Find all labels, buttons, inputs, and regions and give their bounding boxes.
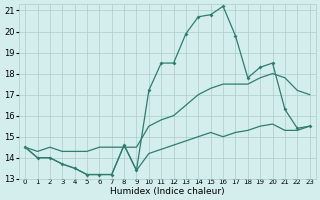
X-axis label: Humidex (Indice chaleur): Humidex (Indice chaleur) (110, 187, 225, 196)
